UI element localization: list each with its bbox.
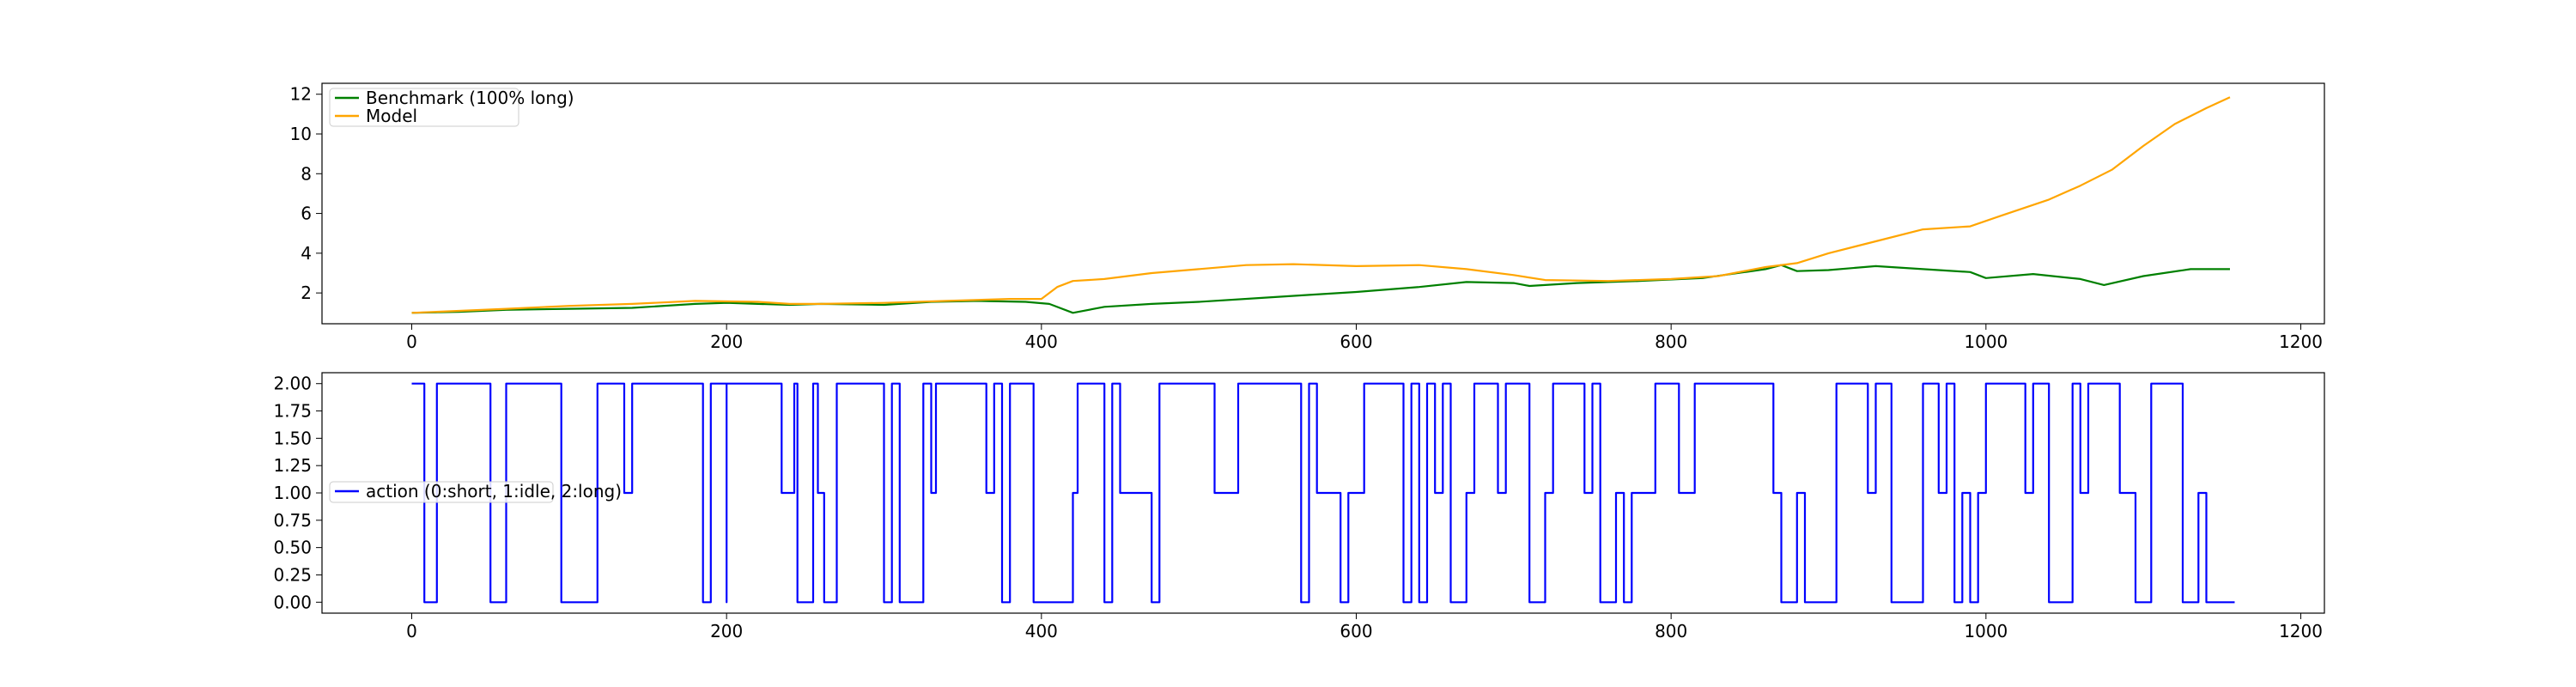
price-plot-frame <box>321 82 2325 325</box>
series-line-model <box>411 96 2231 314</box>
y-tick-label: 2 <box>301 283 312 303</box>
y-tick-label: 4 <box>301 243 312 264</box>
y-tick-label: 1.50 <box>273 428 312 448</box>
action-plot-legend-box <box>329 481 554 503</box>
x-tick-label: 600 <box>1340 331 1372 352</box>
x-tick-label: 800 <box>1655 331 1687 352</box>
action-plot-y-ticks: 0.00 0.25 0.50 0.75 1.00 1.25 1.50 1.75 2.00 <box>273 374 322 612</box>
price-plot: 0 200 400 600 800 1000 1200 2 4 6 8 10 12 Benchmark… <box>290 82 2325 352</box>
action-plot-x-ticks: 0 200 400 600 800 1000 1200 <box>406 613 2323 641</box>
legend-label-benchmark: Benchmark (100% long) <box>366 88 574 108</box>
price-plot-lines <box>411 96 2231 314</box>
x-tick-label: 200 <box>710 621 743 641</box>
x-tick-label: 1200 <box>2279 331 2323 352</box>
action-plot-lines <box>411 382 2235 604</box>
x-tick-label: 1000 <box>1964 621 2008 641</box>
y-tick-label: 0.25 <box>273 564 312 585</box>
y-tick-label: 0.00 <box>273 592 312 612</box>
x-tick-label: 0 <box>406 621 417 641</box>
x-tick-label: 1200 <box>2279 621 2323 641</box>
price-plot-x-ticks: 0 200 400 600 800 1000 1200 <box>406 324 2323 352</box>
x-tick-label: 1000 <box>1964 331 2008 352</box>
action-plot-legend: action (0:short, 1:idle, 2:long) <box>329 481 622 503</box>
x-tick-label: 200 <box>710 331 743 352</box>
action-plot: 0 200 400 600 800 1000 1200 0.00 0.25 0.50 0.75 1.… <box>273 372 2325 641</box>
y-tick-label: 10 <box>290 124 312 144</box>
price-plot-y-ticks: 2 4 6 8 10 12 <box>290 84 322 303</box>
legend-label-action: action (0:short, 1:idle, 2:long) <box>366 481 622 502</box>
x-tick-label: 400 <box>1025 331 1058 352</box>
x-tick-label: 400 <box>1025 621 1058 641</box>
y-tick-label: 1.25 <box>273 455 312 476</box>
y-tick-label: 6 <box>301 204 312 224</box>
y-tick-label: 0.75 <box>273 510 312 531</box>
y-tick-label: 1.75 <box>273 401 312 422</box>
series-line-benchmark-100-long <box>411 264 2230 314</box>
x-tick-label: 600 <box>1340 621 1372 641</box>
price-plot-legend-box <box>329 88 519 127</box>
y-tick-label: 2.00 <box>273 374 312 394</box>
y-tick-label: 8 <box>301 163 312 184</box>
y-tick-label: 12 <box>290 84 312 105</box>
y-tick-label: 1.00 <box>273 483 312 503</box>
x-tick-label: 0 <box>406 331 417 352</box>
x-tick-label: 800 <box>1655 621 1687 641</box>
y-tick-label: 0.50 <box>273 538 312 558</box>
legend-label-model: Model <box>366 106 417 126</box>
price-plot-legend: Benchmark (100% long) Model <box>329 88 574 127</box>
series-line-action-0-short-1-idle-2-long <box>411 382 2235 604</box>
